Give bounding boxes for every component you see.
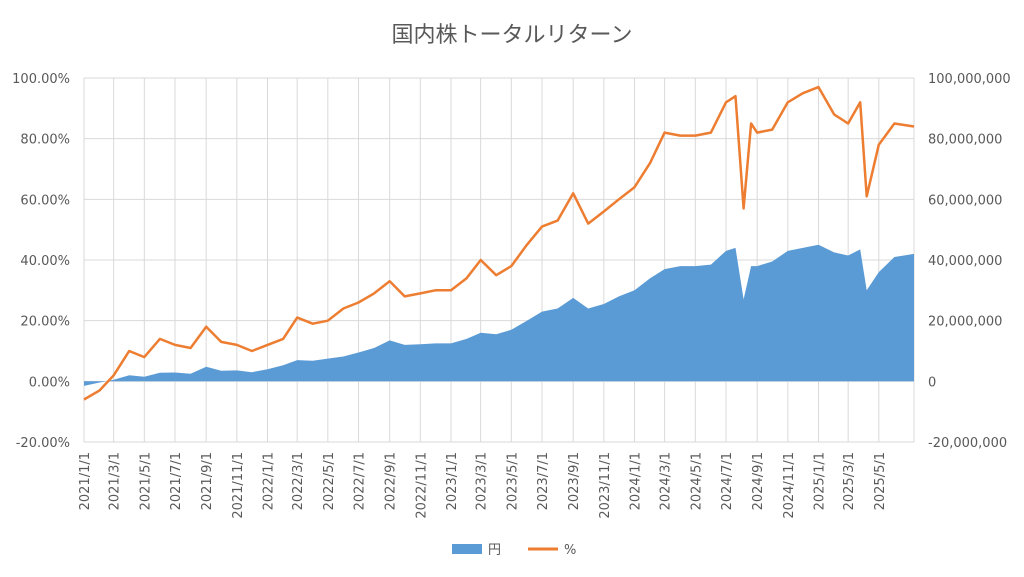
x-axis-tick-label: 2023/9/1 (567, 452, 582, 510)
x-axis-tick-label: 2023/3/1 (475, 452, 490, 510)
x-axis-tick-label: 2022/1/1 (262, 452, 277, 510)
x-axis-tick-label: 2021/9/1 (200, 452, 215, 510)
legend-label-yen: 円 (488, 543, 501, 558)
yen-area-series (84, 244, 914, 386)
right-y-axis: 100,000,000 80,000,000 60,000,000 40,000,00… (928, 72, 1011, 451)
x-axis-tick-label: 2024/1/1 (629, 452, 644, 510)
x-axis: 2021/1/1 2021/3/1 2021/5/1 2021/7/1 2021/9/1… (78, 452, 888, 519)
gridlines (83, 77, 915, 443)
left-axis-tick-label: -20.00% (16, 436, 70, 451)
percent-line-series (83, 85, 915, 401)
x-axis-tick-label: 2023/11/1 (598, 452, 613, 519)
x-axis-tick-label: 2025/3/1 (842, 452, 857, 510)
legend: 円 % (452, 543, 576, 558)
left-axis-tick-label: 80.00% (20, 133, 70, 148)
x-axis-tick-label: 2021/7/1 (169, 452, 184, 510)
left-axis-tick-label: 40.00% (20, 254, 70, 269)
legend-swatch-yen (452, 544, 482, 554)
x-axis-tick-label: 2022/5/1 (322, 452, 337, 510)
right-axis-tick-label: 0 (928, 375, 936, 390)
left-axis-tick-label: 100.00% (12, 72, 70, 87)
x-axis-tick-label: 2024/7/1 (720, 452, 735, 510)
x-axis-tick-label: 2025/1/1 (813, 452, 828, 510)
left-axis-tick-label: 60.00% (20, 193, 70, 208)
x-axis-tick-label: 2022/3/1 (291, 452, 306, 510)
x-axis-tick-label: 2024/11/1 (782, 452, 797, 519)
x-axis-tick-label: 2024/9/1 (751, 452, 766, 510)
right-axis-tick-label: -20,000,000 (928, 436, 1007, 451)
left-axis-tick-label: 0.00% (29, 375, 70, 390)
chart-title: 国内株トータルリターン (392, 23, 633, 48)
right-axis-tick-label: 60,000,000 (928, 193, 1002, 208)
right-axis-tick-label: 80,000,000 (928, 133, 1002, 148)
x-axis-tick-label: 2022/11/1 (414, 452, 429, 519)
percent-line (83, 85, 915, 401)
left-y-axis: 100.00% 80.00% 60.00% 40.00% 20.00% 0.00% -20.… (12, 72, 70, 451)
right-axis-tick-label: 40,000,000 (928, 254, 1002, 269)
x-axis-tick-label: 2021/3/1 (108, 452, 123, 510)
x-axis-tick-label: 2025/5/1 (873, 452, 888, 510)
x-axis-tick-label: 2024/3/1 (659, 452, 674, 510)
x-axis-tick-label: 2023/7/1 (536, 452, 551, 510)
x-axis-tick-label: 2023/5/1 (505, 452, 520, 510)
x-axis-tick-label: 2021/11/1 (231, 452, 246, 519)
x-axis-tick-label: 2021/1/1 (78, 452, 93, 510)
x-axis-tick-label: 2024/5/1 (689, 452, 704, 510)
x-axis-tick-label: 2023/1/1 (445, 452, 460, 510)
legend-label-percent: % (564, 543, 576, 558)
x-axis-tick-label: 2022/9/1 (384, 452, 399, 510)
yen-area (84, 244, 914, 386)
x-axis-tick-label: 2021/5/1 (138, 452, 153, 510)
left-axis-tick-label: 20.00% (20, 315, 70, 330)
x-axis-tick-label: 2022/7/1 (353, 452, 368, 510)
right-axis-tick-label: 20,000,000 (928, 315, 1002, 330)
right-axis-tick-label: 100,000,000 (928, 72, 1011, 87)
